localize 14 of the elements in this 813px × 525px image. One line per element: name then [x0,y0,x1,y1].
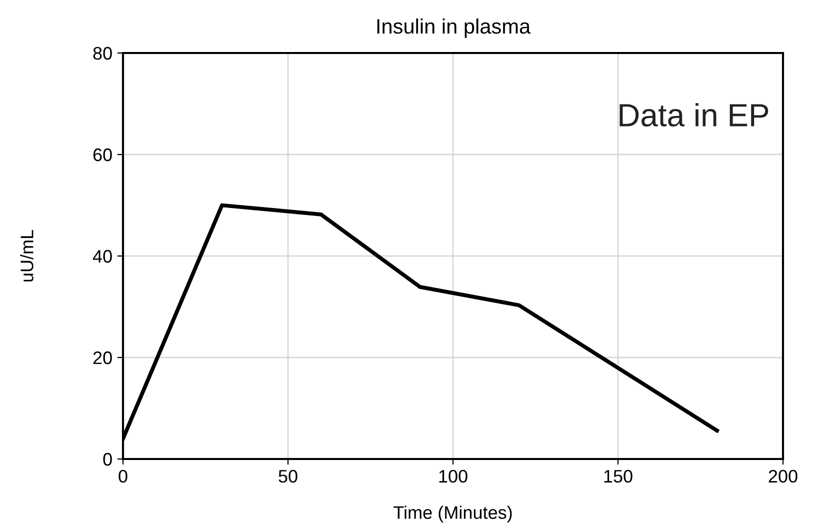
x-axis-title: Time (Minutes) [394,506,512,523]
chart-title: Insulin in plasma [377,18,531,38]
x-tick-label: 200 [768,470,798,483]
y-tick-label: 20 [93,351,112,364]
x-tick-label: 100 [439,470,468,483]
x-tick-label: 50 [278,470,298,483]
annotation: Data in EP [620,103,768,127]
y-tick-label: 40 [92,250,112,263]
y-tick-label: 0 [103,452,112,466]
y-tick-label: 60 [93,148,112,162]
x-tick-label: 150 [604,470,632,483]
y-axis-title: uU/mL [20,230,34,282]
y-tick-label: 80 [93,46,112,60]
x-tick-label: 0 [118,470,128,483]
